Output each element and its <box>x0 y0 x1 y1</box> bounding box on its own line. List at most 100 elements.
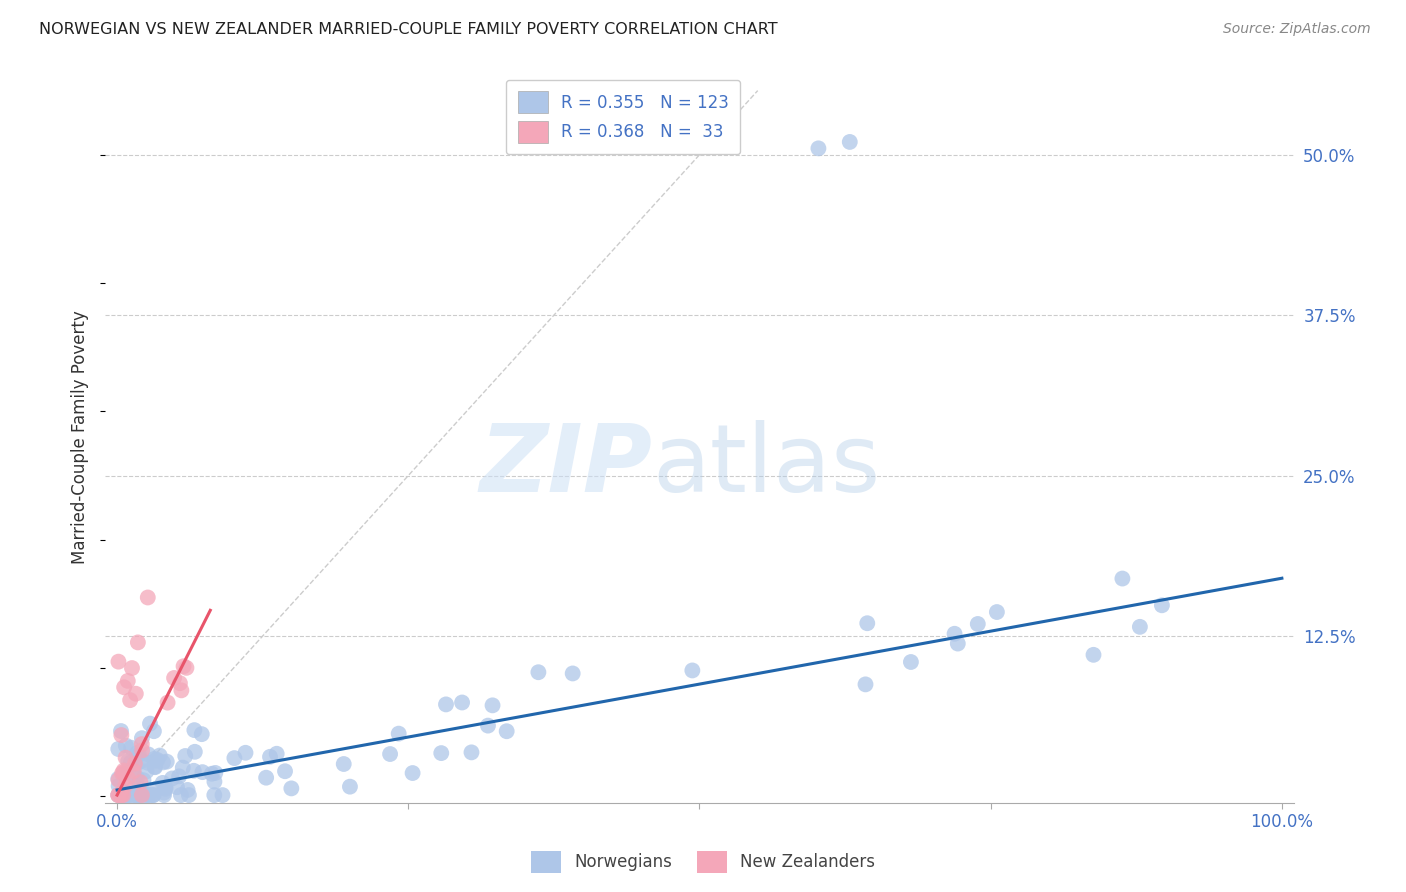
Point <box>117 771 139 785</box>
Point <box>169 676 191 690</box>
Point <box>110 788 132 802</box>
Point <box>131 788 153 802</box>
Point <box>160 772 183 786</box>
Point <box>131 731 153 746</box>
Point <box>177 788 200 802</box>
Point <box>117 788 139 802</box>
Point <box>430 746 453 760</box>
Point <box>163 671 186 685</box>
Point <box>280 781 302 796</box>
Point <box>201 766 224 780</box>
Point <box>170 788 193 802</box>
Point <box>176 661 198 675</box>
Point <box>143 760 166 774</box>
Point <box>110 724 132 739</box>
Point <box>966 617 988 632</box>
Point <box>339 780 361 794</box>
Point <box>202 788 225 802</box>
Point <box>128 788 150 802</box>
Point <box>127 787 149 801</box>
Point <box>1129 620 1152 634</box>
Text: ZIP: ZIP <box>479 420 652 512</box>
Point <box>131 737 153 751</box>
Point <box>204 774 226 789</box>
Point <box>477 718 499 732</box>
Point <box>114 750 136 764</box>
Legend: R = 0.355   N = 123, R = 0.368   N =  33: R = 0.355 N = 123, R = 0.368 N = 33 <box>506 79 741 154</box>
Point <box>111 788 134 802</box>
Point <box>120 788 142 802</box>
Point <box>561 666 583 681</box>
Point <box>388 726 411 740</box>
Point <box>122 764 145 778</box>
Point <box>460 745 482 759</box>
Point <box>124 788 146 802</box>
Point <box>107 742 129 756</box>
Point <box>153 788 176 802</box>
Point <box>142 788 165 802</box>
Point <box>173 659 195 673</box>
Point <box>266 747 288 761</box>
Point <box>153 785 176 799</box>
Point <box>107 779 129 793</box>
Point <box>107 788 129 802</box>
Point <box>111 788 134 802</box>
Point <box>332 757 354 772</box>
Point <box>117 788 139 802</box>
Point <box>131 754 153 768</box>
Point <box>146 781 169 796</box>
Point <box>191 765 214 780</box>
Point <box>114 788 136 802</box>
Point <box>183 764 205 778</box>
Point <box>114 788 136 802</box>
Point <box>124 771 146 785</box>
Point <box>170 683 193 698</box>
Point <box>110 788 132 802</box>
Point <box>118 788 141 802</box>
Point <box>136 788 159 802</box>
Point <box>107 772 129 786</box>
Legend: Norwegians, New Zealanders: Norwegians, New Zealanders <box>524 845 882 880</box>
Point <box>117 673 139 688</box>
Point <box>204 765 226 780</box>
Point <box>1150 599 1173 613</box>
Point <box>155 781 177 796</box>
Point <box>434 698 457 712</box>
Point <box>143 760 166 774</box>
Point <box>174 749 197 764</box>
Point <box>120 740 142 755</box>
Point <box>127 788 149 802</box>
Point <box>166 780 188 795</box>
Point <box>451 696 474 710</box>
Point <box>114 788 136 802</box>
Point <box>136 788 159 802</box>
Point <box>111 788 134 802</box>
Point <box>946 636 969 650</box>
Point <box>155 780 177 794</box>
Point <box>943 626 966 640</box>
Point <box>838 135 860 149</box>
Point <box>122 788 145 802</box>
Point <box>184 745 207 759</box>
Point <box>111 785 134 799</box>
Y-axis label: Married-Couple Family Poverty: Married-Couple Family Poverty <box>72 310 90 564</box>
Point <box>120 756 142 770</box>
Point <box>527 665 550 680</box>
Point <box>108 788 131 802</box>
Point <box>128 747 150 762</box>
Point <box>125 746 148 760</box>
Point <box>481 698 503 713</box>
Point <box>172 761 194 775</box>
Point <box>114 739 136 753</box>
Point <box>139 788 162 802</box>
Point <box>149 748 172 763</box>
Point <box>190 727 212 741</box>
Point <box>112 681 135 695</box>
Point <box>111 788 134 802</box>
Point <box>183 723 205 738</box>
Point <box>125 687 148 701</box>
Point <box>112 765 135 780</box>
Point <box>107 772 129 787</box>
Point <box>136 747 159 762</box>
Point <box>136 756 159 770</box>
